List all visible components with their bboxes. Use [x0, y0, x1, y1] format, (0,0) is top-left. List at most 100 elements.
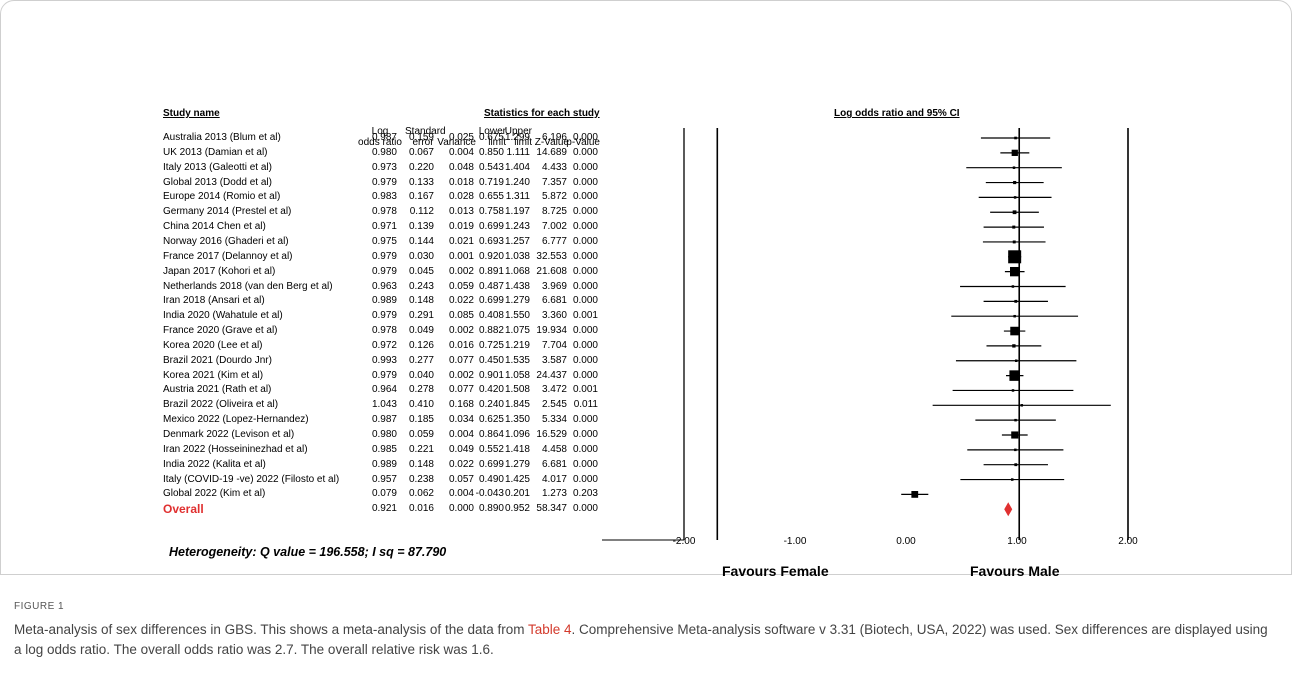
log-odds-ratio-cell: 0.979 — [371, 250, 397, 262]
log-odds-ratio-cell: 0.983 — [371, 191, 397, 203]
variance-cell: 0.057 — [448, 473, 474, 485]
standard-error-cell: 0.062 — [408, 488, 434, 500]
figure-caption: Meta-analysis of sex differences in GBS.… — [14, 620, 1276, 660]
standard-error-cell: 0.040 — [408, 369, 434, 381]
study-row: Italy (COVID-19 -ve) 2022 (Filosto et al… — [0, 473, 620, 487]
x-tick-label: -2.00 — [673, 536, 696, 547]
z-value-cell: 16.529 — [536, 429, 567, 440]
upper-limit-cell: 1.418 — [504, 443, 530, 455]
z-value-cell: 6.196 — [541, 132, 567, 143]
standard-error-cell: 0.045 — [408, 265, 434, 277]
lower-limit-cell: 0.487 — [478, 280, 504, 292]
log-odds-ratio-cell: 0.973 — [371, 161, 397, 173]
study-name: Italy 2013 (Galeotti et al) — [163, 161, 272, 173]
variance-cell: 0.048 — [448, 161, 474, 173]
upper-limit-cell: 1.038 — [504, 250, 530, 262]
upper-limit-cell: 1.111 — [506, 146, 530, 158]
table-4-link[interactable]: Table 4 — [528, 622, 572, 637]
effect-marker — [1014, 463, 1018, 467]
effect-marker — [1012, 344, 1016, 348]
z-value-cell: 2.545 — [541, 399, 567, 411]
lower-limit-cell: 0.675 — [478, 132, 504, 143]
study-name: Korea 2021 (Kim et al) — [163, 369, 264, 381]
standard-error-cell: 0.059 — [408, 429, 434, 440]
standard-error-cell: 0.133 — [408, 176, 434, 188]
variance-cell: 0.077 — [448, 384, 474, 396]
col-header-z-value: Z-Value — [534, 137, 569, 148]
variance-cell: 0.168 — [448, 399, 474, 411]
x-tick-label: 1.00 — [1007, 536, 1027, 547]
study-row: Austria 2021 (Rath et al) 0.964 0.278 0.077… — [0, 383, 620, 397]
standard-error-cell: 0.126 — [408, 339, 434, 351]
p-value-cell: 0.000 — [572, 354, 598, 366]
p-value-cell: 0.000 — [572, 280, 598, 292]
z-value-cell: 7.704 — [541, 339, 567, 351]
upper-limit-cell: 1.438 — [504, 280, 530, 292]
standard-error-cell: 0.148 — [408, 458, 434, 470]
upper-limit-cell: 1.243 — [504, 221, 530, 233]
variance-cell: 0.000 — [448, 503, 474, 515]
lower-limit-cell: 0.450 — [478, 354, 504, 366]
p-value-cell: 0.000 — [572, 206, 598, 218]
study-row: France 2017 (Delannoy et al) 0.979 0.030 0.… — [0, 250, 620, 264]
study-name: India 2022 (Kalita et al) — [163, 458, 266, 470]
study-row: Denmark 2022 (Levison et al) 0.980 0.059 0.… — [0, 428, 620, 442]
x-tick-label: 2.00 — [1118, 536, 1138, 547]
variance-cell: 0.004 — [448, 429, 474, 440]
statistics-header: Statistics for each study — [484, 108, 600, 119]
p-value-cell: 0.000 — [572, 458, 598, 470]
upper-limit-cell: 1.350 — [504, 414, 530, 426]
study-row: Iran 2018 (Ansari et al) 0.989 0.148 0.022 0… — [0, 294, 620, 308]
z-value-cell: 19.934 — [536, 325, 567, 337]
variance-cell: 0.004 — [448, 488, 474, 500]
x-tick-label: 0.00 — [896, 536, 916, 547]
study-name: Iran 2022 (Hosseininezhad et al) — [163, 443, 308, 455]
log-odds-ratio-cell: 0.987 — [371, 132, 397, 143]
p-value-cell: 0.000 — [572, 265, 598, 277]
upper-limit-cell: 1.058 — [504, 369, 530, 381]
heterogeneity-note: Heterogeneity: Q value = 196.558; I sq =… — [169, 545, 447, 559]
study-row: Korea 2021 (Kim et al) 0.979 0.040 0.002 0.9… — [0, 369, 620, 383]
lower-limit-cell: 0.420 — [478, 384, 504, 396]
z-value-cell: 3.587 — [541, 354, 567, 366]
effect-marker — [1013, 180, 1017, 185]
effect-marker — [1010, 266, 1020, 277]
study-name: Germany 2014 (Prestel et al) — [163, 206, 292, 218]
study-row: Global 2013 (Dodd et al) 0.979 0.133 0.018 0… — [0, 176, 620, 190]
log-odds-ratio-cell: 0.987 — [371, 414, 397, 426]
study-row: Brazil 2021 (Dourdo Jnr) 0.993 0.277 0.077 0… — [0, 354, 620, 368]
z-value-cell: 7.002 — [541, 221, 567, 233]
log-odds-ratio-cell: 0.985 — [371, 443, 397, 455]
variance-cell: 0.077 — [448, 354, 474, 366]
lower-limit-cell: 0.693 — [478, 235, 504, 247]
effect-marker — [1010, 326, 1019, 336]
col-header-lower-limit: Lower limit — [478, 126, 506, 148]
log-odds-ratio-cell: 0.957 — [371, 473, 397, 485]
study-name: Iran 2018 (Ansari et al) — [163, 295, 265, 307]
p-value-cell: 0.000 — [572, 132, 598, 143]
variance-cell: 0.025 — [448, 132, 474, 143]
lower-limit-cell: 0.890 — [478, 503, 504, 515]
figure-label: FIGURE 1 — [14, 601, 65, 612]
log-odds-ratio-cell: 1.043 — [371, 399, 397, 411]
caption-text-pre: Meta-analysis of sex differences in GBS.… — [14, 622, 528, 637]
p-value-cell: 0.000 — [572, 414, 598, 426]
p-value-cell: 0.000 — [572, 235, 598, 247]
effect-marker — [1014, 418, 1017, 422]
standard-error-cell: 0.112 — [409, 206, 434, 218]
study-name: Austria 2021 (Rath et al) — [163, 384, 272, 396]
z-value-cell: 6.777 — [541, 235, 567, 247]
upper-limit-cell: 1.508 — [504, 384, 530, 396]
variance-cell: 0.028 — [448, 191, 474, 203]
log-odds-ratio-cell: 0.979 — [371, 369, 397, 381]
variance-cell: 0.002 — [448, 265, 474, 277]
study-row: Europe 2014 (Romio et al) 0.983 0.167 0.028… — [0, 190, 620, 204]
study-row: Norway 2016 (Ghaderi et al) 0.975 0.144 0.0… — [0, 235, 620, 249]
z-value-cell: 4.017 — [541, 473, 567, 485]
standard-error-cell: 0.030 — [408, 250, 434, 262]
p-value-cell: 0.203 — [572, 488, 598, 500]
z-value-cell: 3.472 — [541, 384, 567, 396]
variance-cell: 0.034 — [448, 414, 474, 426]
lower-limit-cell: 0.891 — [478, 265, 504, 277]
log-odds-ratio-cell: 0.993 — [371, 354, 397, 366]
